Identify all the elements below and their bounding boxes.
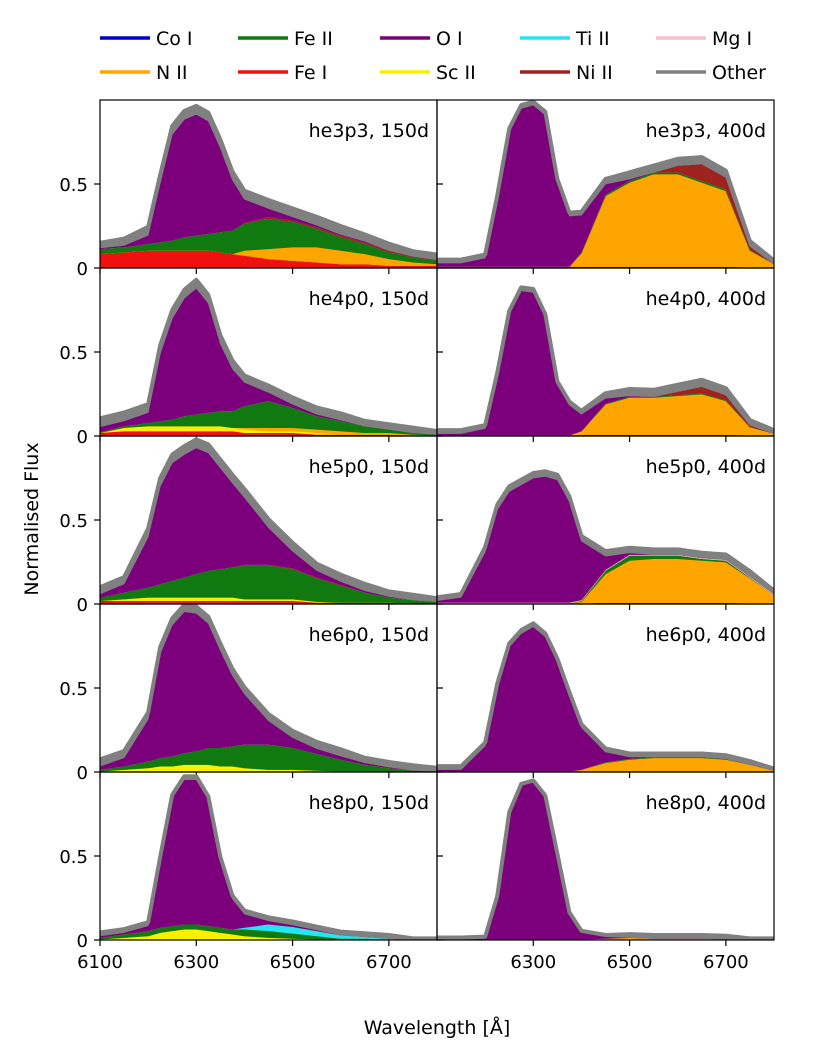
panel-he4p0-150d-label: he4p0, 150d — [309, 288, 429, 310]
legend-label-sc-ii: Sc II — [436, 62, 476, 84]
panel-he4p0-400d-areas — [437, 285, 774, 436]
panel-he6p0-400d-areas — [437, 621, 774, 772]
panel-he5p0-400d-areas — [437, 469, 774, 604]
panel-he4p0-150d-areas — [100, 277, 437, 436]
panel-he4p0-150d-total-outline — [100, 277, 437, 433]
panel-he4p0-150d-ytick-label-1: 0.5 — [59, 343, 88, 364]
panel-he8p0-400d-xtick-label-2: 6700 — [703, 952, 749, 973]
panel-he5p0-400d: he5p0, 400d — [436, 435, 775, 610]
panel-he8p0-150d-total-outline — [100, 774, 437, 940]
panel-he8p0-400d-xtick-label-1: 6500 — [607, 952, 653, 973]
panel-he8p0-150d-areas — [100, 774, 437, 940]
panel-he6p0-150d-ytick-label-0: 0 — [77, 763, 88, 784]
legend-entry-n-ii: N II — [100, 62, 187, 84]
legend-entry-sc-ii: Sc II — [380, 62, 476, 84]
x-axis-label: Wavelength [Å] — [364, 1016, 511, 1039]
legend-label-mg-i: Mg I — [712, 28, 752, 50]
legend: Co I Fe II O I Ti II Mg I N II Fe I Sc II Ni II O… — [100, 28, 766, 84]
panel-he4p0-400d-total-outline — [437, 285, 774, 433]
panel-he5p0-150d-areas — [100, 437, 437, 604]
legend-label-fe-ii: Fe II — [294, 28, 333, 50]
legend-label-ni-ii: Ni II — [576, 62, 613, 84]
panel-he5p0-150d: he5p0, 150d 0 0.5 — [59, 435, 438, 616]
panel-he8p0-150d-xtick-label-2: 6500 — [270, 952, 316, 973]
panel-he5p0-150d-total-outline — [100, 437, 437, 601]
panel-he6p0-150d-ytick-label-1: 0.5 — [59, 679, 88, 700]
legend-entry-ni-ii: Ni II — [520, 62, 613, 84]
legend-entry-fe-ii: Fe II — [238, 28, 333, 50]
panel-he6p0-150d-label: he6p0, 150d — [309, 624, 429, 646]
legend-entry-ti-ii: Ti II — [520, 28, 610, 50]
panel-he3p3-150d-ytick-label-0: 0 — [77, 259, 88, 280]
legend-label-o-i: O I — [436, 28, 463, 50]
panel-he8p0-150d-ytick-label-0: 0 — [77, 931, 88, 952]
panel-he3p3-400d: he3p3, 400d — [436, 99, 775, 274]
panel-he8p0-150d-xtick-label-3: 6700 — [366, 952, 412, 973]
y-axis-label: Normalised Flux — [21, 442, 43, 595]
axes-text: Wavelength [Å] Normalised Flux — [21, 442, 510, 1039]
legend-label-other: Other — [712, 62, 766, 84]
panel-he5p0-150d-label: he5p0, 150d — [309, 456, 429, 478]
panel-he6p0-400d: he6p0, 400d — [436, 603, 775, 778]
panel-he8p0-150d-ytick-label-1: 0.5 — [59, 847, 88, 868]
legend-label-n-ii: N II — [156, 62, 187, 84]
panels: he3p3, 150d 0 0.5 he3p3, 400d he4p0, 150d 0 0.… — [59, 99, 775, 973]
panel-he6p0-400d-label: he6p0, 400d — [646, 624, 766, 646]
panel-he3p3-150d-ytick-label-1: 0.5 — [59, 175, 88, 196]
legend-label-ti-ii: Ti II — [575, 28, 610, 50]
panel-he8p0-150d-label: he8p0, 150d — [309, 792, 429, 814]
panel-he5p0-150d-ytick-label-0: 0 — [77, 595, 88, 616]
panel-he3p3-150d: he3p3, 150d 0 0.5 — [59, 99, 438, 280]
legend-label-co-i: Co I — [156, 28, 193, 50]
panel-he4p0-150d: he4p0, 150d 0 0.5 — [59, 267, 438, 448]
panel-he3p3-400d-areas — [437, 100, 774, 268]
panel-he4p0-150d-ytick-label-0: 0 — [77, 427, 88, 448]
panel-he4p0-400d-label: he4p0, 400d — [646, 288, 766, 310]
panel-he5p0-150d-ytick-label-1: 0.5 — [59, 511, 88, 532]
panel-he8p0-400d-xtick-label-0: 6300 — [510, 952, 556, 973]
legend-entry-o-i: O I — [380, 28, 463, 50]
panel-he3p3-400d-label: he3p3, 400d — [646, 120, 766, 142]
panel-he6p0-150d: he6p0, 150d 0 0.5 — [59, 603, 438, 784]
legend-entry-co-i: Co I — [100, 28, 193, 50]
legend-entry-fe-i: Fe I — [238, 62, 327, 84]
panel-he3p3-150d-total-outline — [100, 103, 437, 257]
panel-he8p0-400d: he8p0, 400d 6300 6500 6700 — [436, 771, 775, 973]
legend-label-fe-i: Fe I — [294, 62, 327, 84]
panel-he6p0-150d-total-outline — [100, 604, 437, 770]
panel-he5p0-400d-total-outline — [437, 469, 774, 600]
panel-he6p0-150d-areas — [100, 604, 437, 772]
panel-he8p0-400d-label: he8p0, 400d — [646, 792, 766, 814]
panel-he8p0-150d-xtick-label-1: 6300 — [173, 952, 219, 973]
legend-entry-mg-i: Mg I — [656, 28, 752, 50]
panel-he8p0-150d: he8p0, 150d 0 0.5 6100 6300 6500 6700 — [59, 771, 438, 973]
legend-entry-other: Other — [656, 62, 766, 84]
panel-he8p0-150d-xtick-label-0: 6100 — [77, 952, 123, 973]
panel-he8p0-400d-areas — [437, 778, 774, 940]
panel-he6p0-400d-total-outline — [437, 621, 774, 771]
panel-he8p0-400d-area-n-ii — [437, 937, 774, 940]
panel-he5p0-400d-label: he5p0, 400d — [646, 456, 766, 478]
panel-he4p0-400d: he4p0, 400d — [436, 267, 775, 442]
panel-he3p3-400d-total-outline — [437, 100, 774, 262]
panel-he8p0-400d-total-outline — [437, 778, 774, 940]
panel-he3p3-150d-label: he3p3, 150d — [309, 120, 429, 142]
